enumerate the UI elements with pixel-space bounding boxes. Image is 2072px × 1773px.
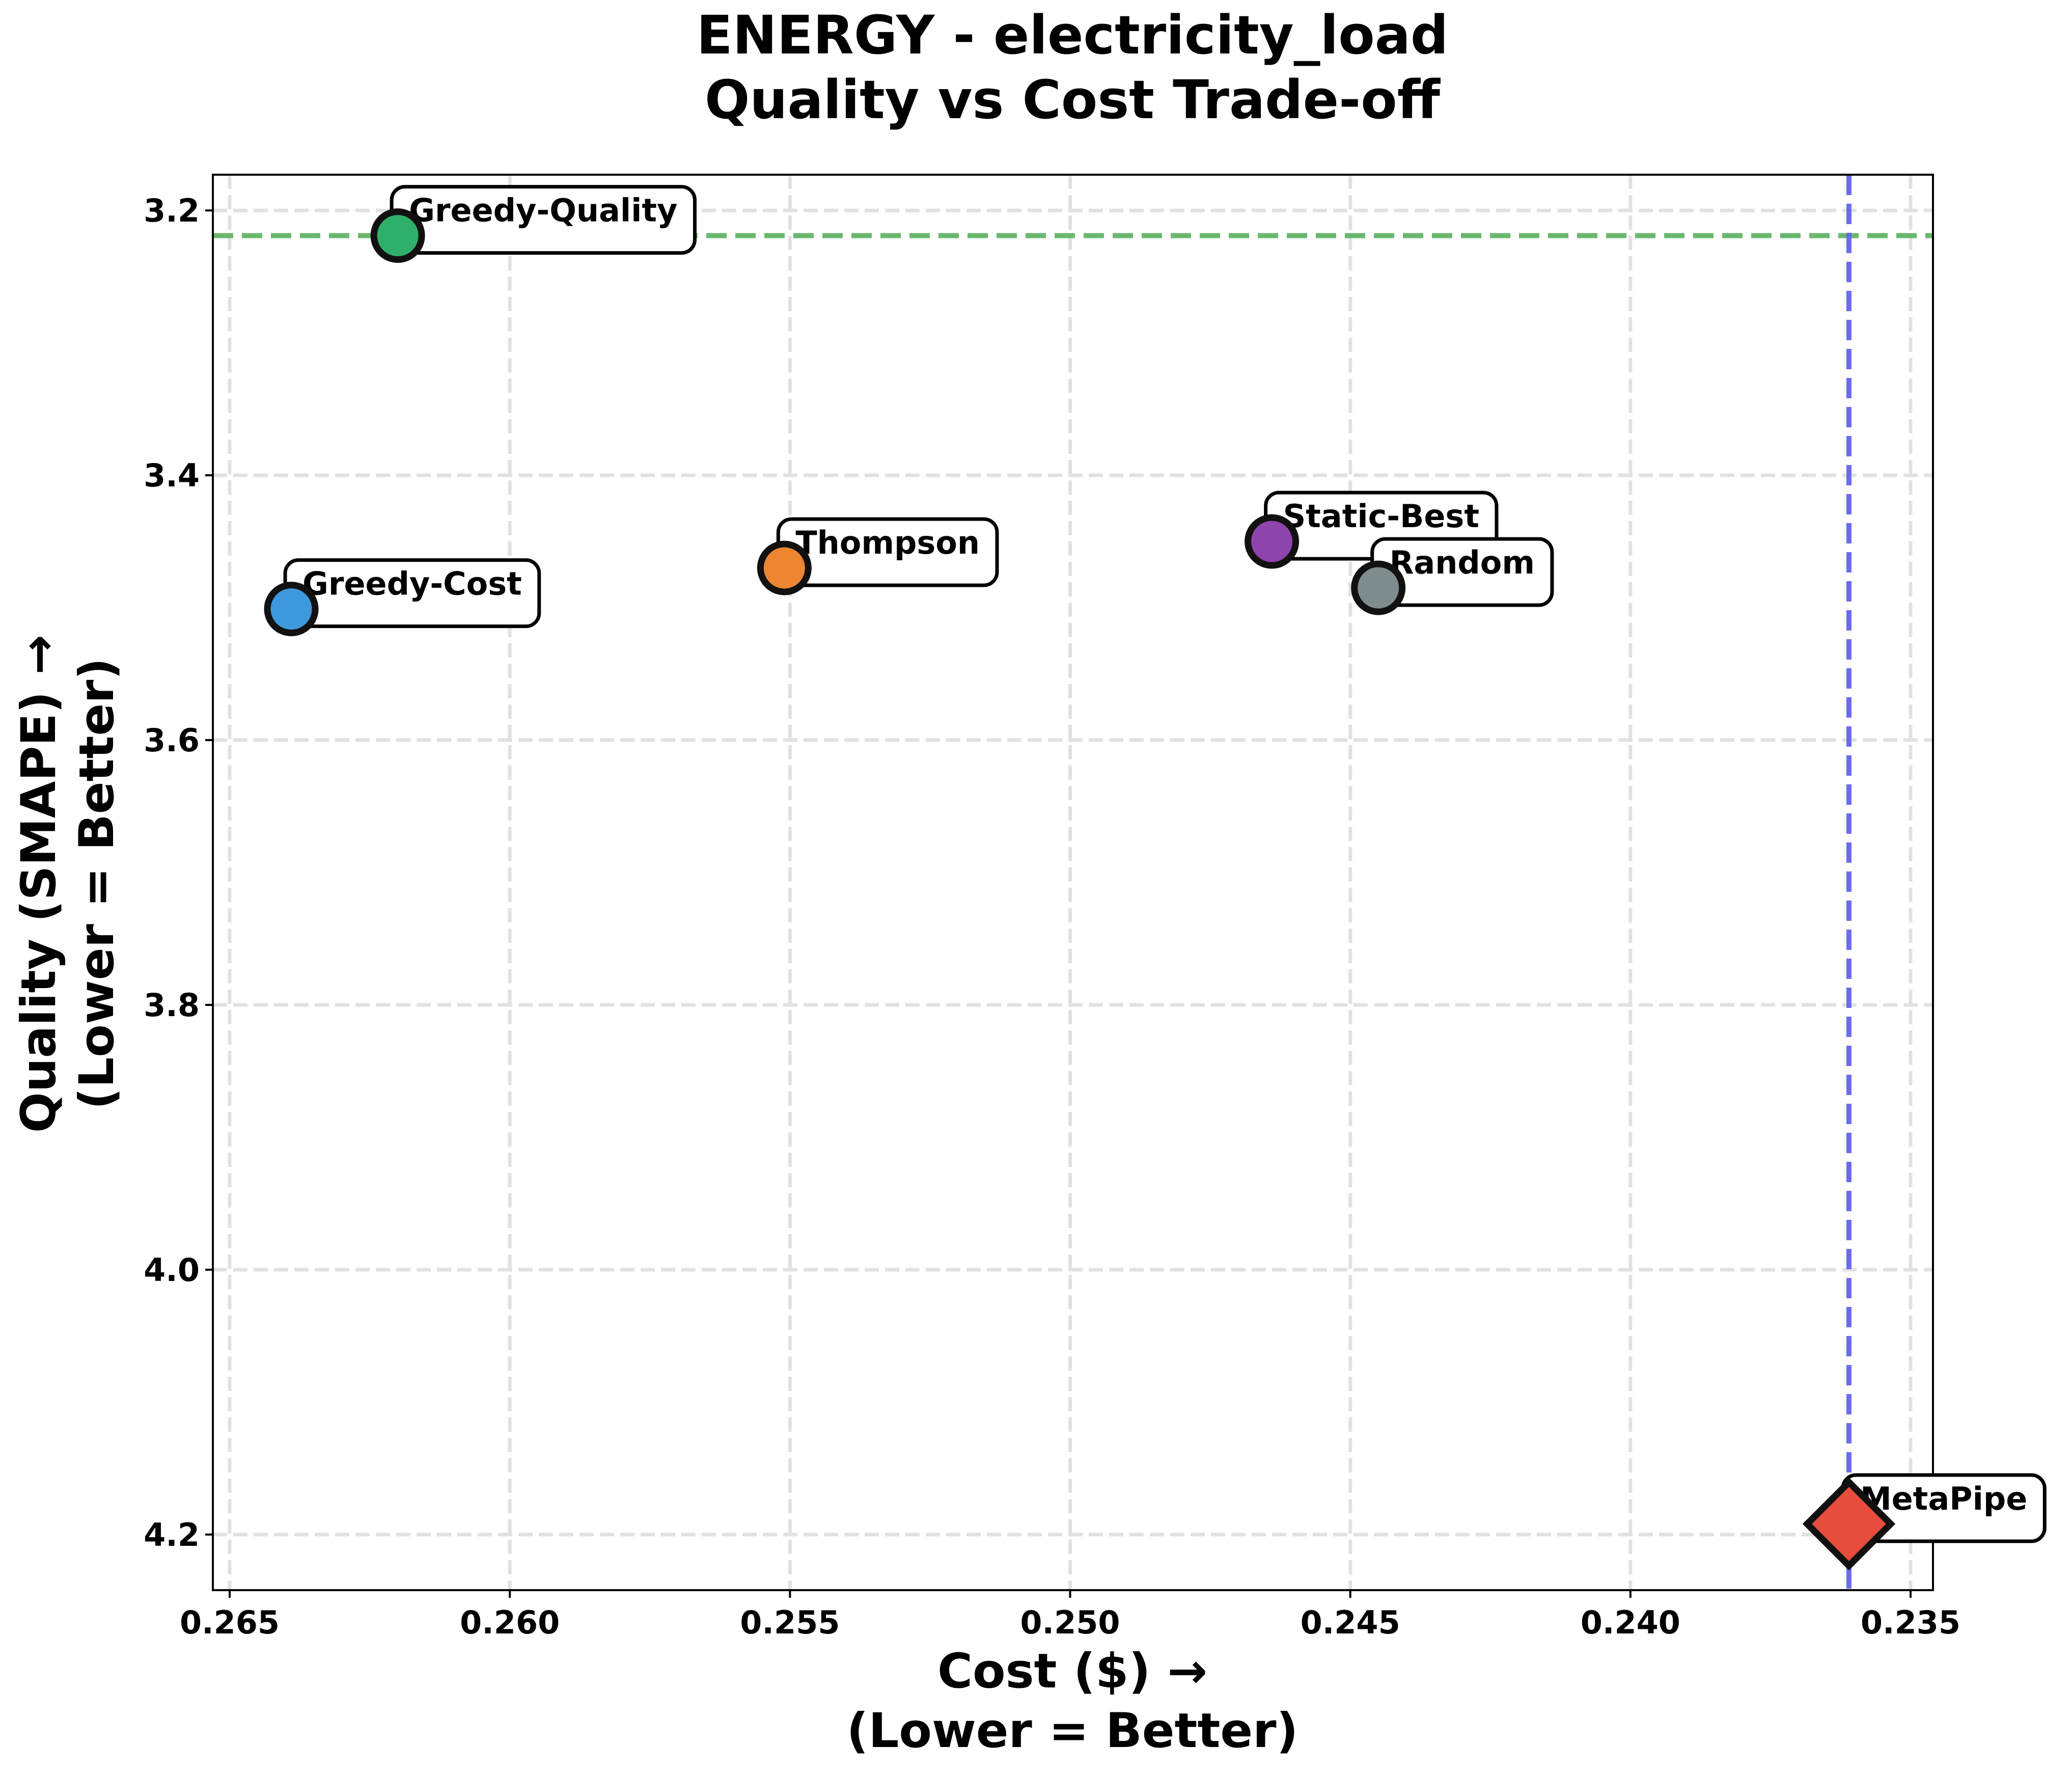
x-tick-label: 0.250 — [1020, 1604, 1120, 1641]
point-random: Random — [1351, 537, 1554, 615]
y-axis-label-line2: (Lower = Better) — [69, 658, 125, 1110]
point-metapipe: MetaPipe — [1802, 1473, 2047, 1571]
point-greedy-quality: Greedy-Quality — [370, 185, 697, 263]
point-label-text: Static-Best — [1283, 498, 1479, 535]
point-label-thompson: Thompson — [776, 517, 999, 587]
y-tick-label: 3.4 — [144, 457, 200, 494]
grid — [213, 175, 1933, 1590]
plot-frame — [212, 174, 1934, 1591]
x-axis-ticks: 0.265 0.260 0.255 0.250 0.245 0.240 0.235 — [180, 1590, 1960, 1641]
point-label-text: Greedy-Cost — [302, 565, 522, 603]
x-tick-label: 0.240 — [1581, 1604, 1680, 1641]
point-thompson: Thompson — [757, 517, 999, 595]
y-axis-ticks: 3.2 3.4 3.6 3.8 4.0 4.2 — [144, 192, 213, 1553]
y-tick-label: 3.2 — [144, 192, 200, 229]
reference-lines — [213, 175, 1933, 1590]
point-greedy-cost: Greedy-Cost — [264, 558, 541, 637]
point-marker-circle — [1351, 560, 1406, 615]
point-marker-circle — [370, 208, 425, 263]
x-tick-label: 0.260 — [460, 1604, 560, 1641]
point-label-text: Thompson — [795, 524, 980, 561]
point-label-random: Random — [1370, 537, 1554, 607]
point-marker-circle — [1245, 514, 1300, 569]
x-axis-label-line2: (Lower = Better) — [847, 1703, 1299, 1759]
y-tick-label: 4.0 — [144, 1251, 200, 1289]
x-tick-label: 0.265 — [180, 1604, 280, 1641]
chart-title-line1: ENERGY - electricity_load — [697, 4, 1449, 66]
chart-title-line2: Quality vs Cost Trade-off — [705, 69, 1441, 131]
x-axis-label-line1: Cost ($) → — [937, 1644, 1207, 1699]
point-label-text: Greedy-Quality — [409, 192, 677, 229]
x-tick-label: 0.255 — [740, 1604, 840, 1641]
y-tick-label: 3.6 — [144, 722, 200, 759]
x-tick-label: 0.235 — [1861, 1604, 1960, 1641]
data-points: Greedy-Quality Greedy-Cost Thompson Static-… — [264, 185, 2047, 1571]
x-tick-label: 0.245 — [1301, 1604, 1400, 1641]
point-label-greedy-cost: Greedy-Cost — [283, 558, 541, 629]
y-tick-label: 4.2 — [144, 1516, 200, 1553]
point-label-text: Random — [1390, 544, 1535, 581]
point-label-greedy-quality: Greedy-Quality — [390, 185, 697, 255]
y-tick-label: 3.8 — [144, 987, 200, 1024]
point-marker-circle — [264, 582, 319, 637]
point-marker-diamond — [1802, 1477, 1896, 1571]
y-axis-label-line1: Quality (SMAPE) → — [11, 635, 67, 1133]
point-label-text: MetaPipe — [1860, 1480, 2027, 1517]
point-marker-circle — [757, 540, 812, 595]
